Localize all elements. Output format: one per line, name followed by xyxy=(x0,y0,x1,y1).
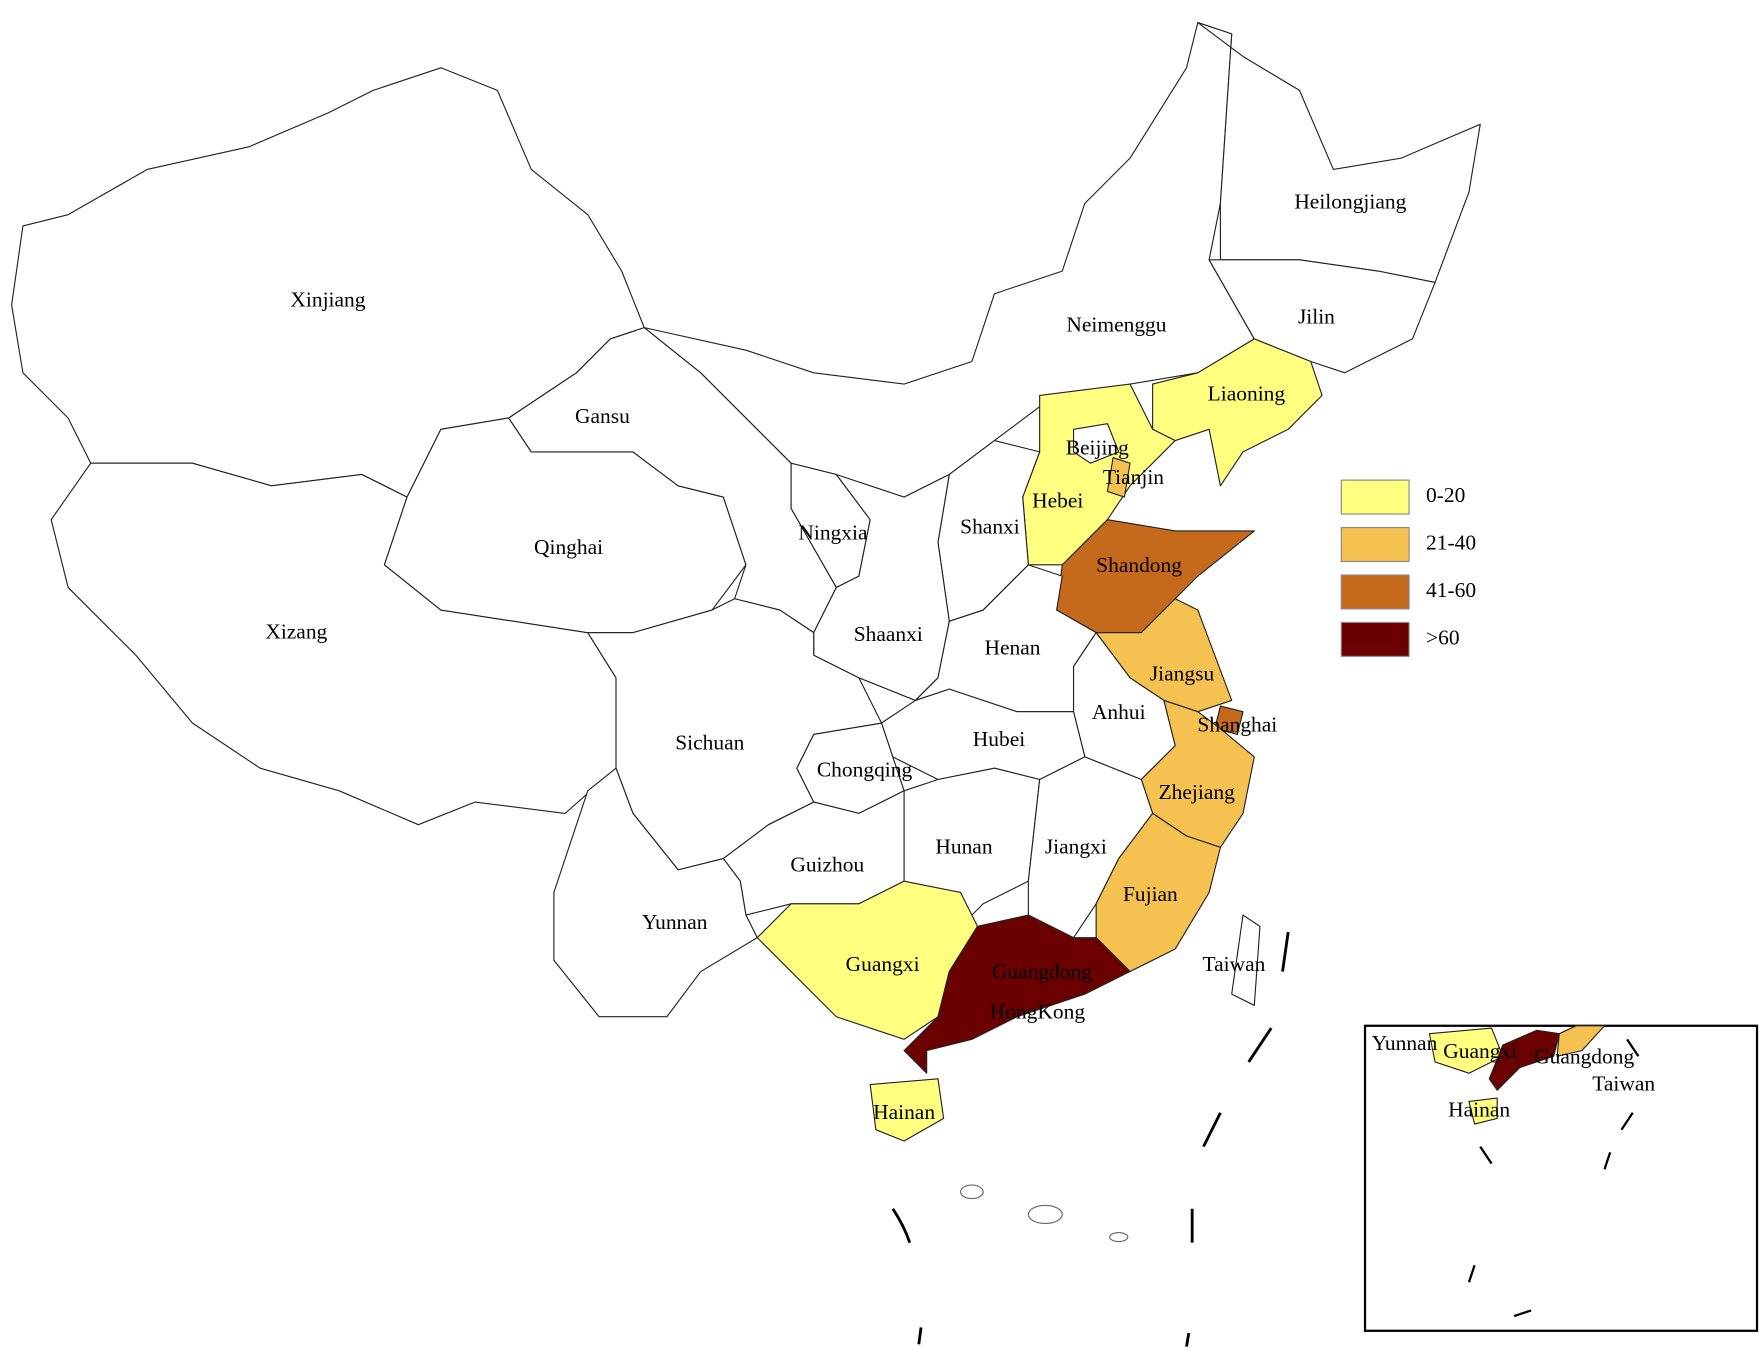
province-label: Shanxi xyxy=(960,515,1020,539)
province-label: Liaoning xyxy=(1208,381,1286,405)
sea-boundaries xyxy=(891,931,1290,1347)
legend-label: >60 xyxy=(1426,625,1460,649)
province xyxy=(1072,423,1120,464)
province-label: Zhejiang xyxy=(1159,780,1236,804)
province-label: Guangdong xyxy=(992,960,1092,984)
province-label: Gansu xyxy=(575,404,630,428)
province-label: Fujian xyxy=(1123,882,1178,906)
province-label: Taiwan xyxy=(1203,952,1266,976)
province-label: Xizang xyxy=(265,620,327,644)
inset-boundaries xyxy=(1467,1038,1640,1318)
inset-hainan xyxy=(1468,1097,1498,1125)
province xyxy=(1095,812,1221,973)
province-label: Shaanxi xyxy=(854,622,923,646)
province-label: Tianjin xyxy=(1103,465,1164,489)
inset-label: Guangdong xyxy=(1534,1044,1634,1068)
province-label: Qinghai xyxy=(534,535,603,559)
province xyxy=(1197,22,1481,283)
province-label: Shanghai xyxy=(1197,712,1277,736)
hong-kong-label: HongKong xyxy=(990,999,1086,1023)
legend-swatch xyxy=(1340,527,1410,563)
province-label: Yunnan xyxy=(642,910,708,934)
legend-label: 41-60 xyxy=(1426,578,1476,602)
province-label: Shandong xyxy=(1096,553,1182,577)
province xyxy=(903,914,1131,1074)
province-label: Jiangxi xyxy=(1045,834,1107,858)
province-label: Xinjiang xyxy=(290,288,365,312)
province-label: Hunan xyxy=(935,834,992,858)
province-label: Chongqing xyxy=(817,758,913,782)
legend-label: 0-20 xyxy=(1426,483,1465,507)
inset-guangxi xyxy=(1428,1027,1504,1074)
province-label: Hainan xyxy=(873,1100,935,1124)
inset-label: Guangxi xyxy=(1443,1039,1517,1063)
provinces xyxy=(11,22,1481,1142)
inset-frame xyxy=(1363,1024,1759,1332)
province-label: Beijing xyxy=(1066,436,1129,460)
province xyxy=(1106,456,1131,498)
province-label: Anhui xyxy=(1092,700,1146,724)
legend-label: 21-40 xyxy=(1426,530,1476,554)
province-label: Heilongjiang xyxy=(1294,189,1406,213)
inset-guangdong xyxy=(1488,1029,1560,1091)
labels: Xinjiang Xizang Qinghai Gansu Neimenggu Heilo… xyxy=(265,189,1406,1124)
province xyxy=(553,767,758,1018)
islands xyxy=(960,1184,1129,1243)
inset-label: Hainan xyxy=(1448,1098,1510,1122)
province xyxy=(1231,914,1261,1007)
legend-swatch xyxy=(1340,621,1410,657)
legend-swatch xyxy=(1340,574,1410,610)
legend-swatch xyxy=(1340,479,1410,515)
province-label: Henan xyxy=(985,636,1041,660)
province-label: Guangxi xyxy=(846,952,920,976)
province-label: Ningxia xyxy=(798,520,868,544)
province-label: Guizhou xyxy=(790,852,864,876)
inset-label: Taiwan xyxy=(1592,1072,1655,1096)
province-label: Jilin xyxy=(1298,304,1335,328)
province xyxy=(1214,705,1244,735)
inset-fujian xyxy=(1556,1025,1606,1057)
province-label: Sichuan xyxy=(675,730,744,754)
province-label: Hubei xyxy=(973,727,1025,751)
province-label: Neimenggu xyxy=(1066,312,1166,336)
inset: Yunnan Guangxi Guangdong Taiwan Hainan xyxy=(1363,1024,1759,1332)
province-label: Jiangsu xyxy=(1150,661,1215,685)
inset-label: Yunnan xyxy=(1372,1031,1438,1055)
province-label: Hebei xyxy=(1032,489,1083,513)
province xyxy=(813,473,950,701)
province xyxy=(869,1078,945,1142)
